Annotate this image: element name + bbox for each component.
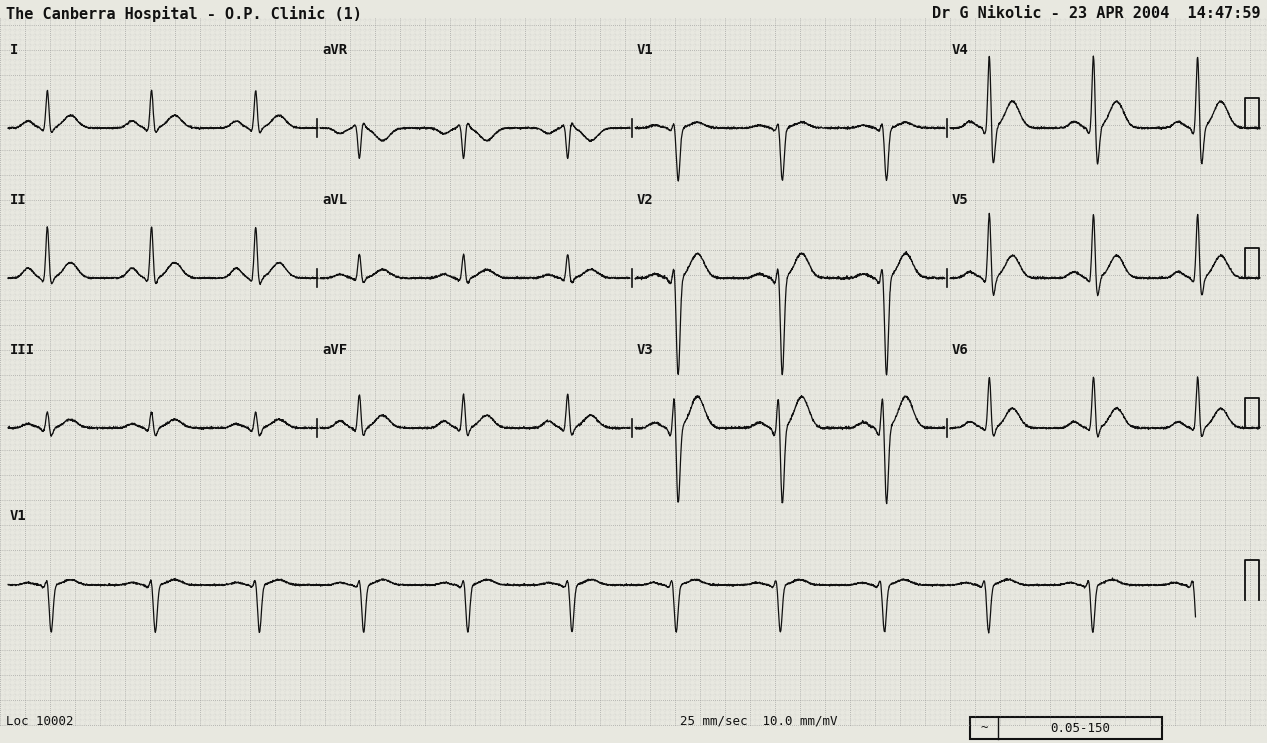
Text: aVL: aVL <box>322 192 347 207</box>
Text: V2: V2 <box>637 192 654 207</box>
Text: Dr G Nikolic - 23 APR 2004  14:47:59: Dr G Nikolic - 23 APR 2004 14:47:59 <box>933 6 1261 21</box>
Text: II: II <box>10 192 27 207</box>
Text: I: I <box>10 42 19 56</box>
Text: V3: V3 <box>637 343 654 357</box>
Text: V5: V5 <box>952 192 969 207</box>
Text: V1: V1 <box>637 42 654 56</box>
Text: The Canberra Hospital - O.P. Clinic (1): The Canberra Hospital - O.P. Clinic (1) <box>6 6 362 22</box>
Text: V6: V6 <box>952 343 969 357</box>
Text: 25 mm/sec  10.0 mm/mV: 25 mm/sec 10.0 mm/mV <box>680 715 837 728</box>
Text: V4: V4 <box>952 42 969 56</box>
Text: III: III <box>10 343 35 357</box>
Text: aVF: aVF <box>322 343 347 357</box>
Text: ~: ~ <box>981 721 988 735</box>
Text: 0.05-150: 0.05-150 <box>1050 721 1110 735</box>
Text: aVR: aVR <box>322 42 347 56</box>
Text: Loc 10002: Loc 10002 <box>6 715 73 728</box>
Bar <box>971 717 1162 739</box>
Text: V1: V1 <box>10 509 27 522</box>
